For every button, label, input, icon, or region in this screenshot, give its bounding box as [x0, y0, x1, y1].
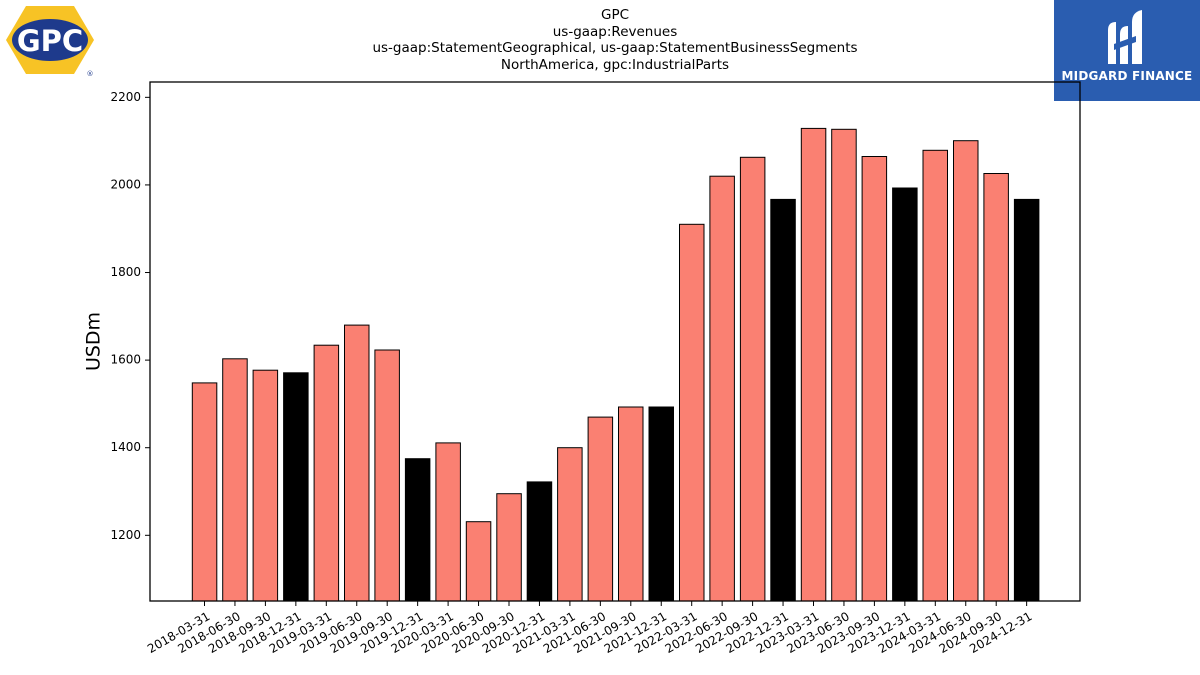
chart-subtitle-members: NorthAmerica, gpc:IndustrialParts: [500, 56, 730, 73]
chart-title: GPC: [600, 7, 630, 23]
x-axis: 2018-03-312018-06-302018-09-302018-12-31…: [145, 601, 1035, 656]
gpc-logo-registered: ®: [87, 70, 94, 78]
y-tick-label: 2200: [110, 90, 141, 104]
bar-2022-06-30: [709, 175, 735, 602]
bar-series: [191, 127, 1040, 602]
bar-2019-03-31: [313, 344, 340, 602]
bar-2019-12-31: [404, 458, 431, 602]
bar-2021-03-31: [557, 447, 583, 602]
bar-2018-03-31: [191, 382, 218, 602]
bar-2022-09-30: [739, 156, 766, 602]
bar-2020-12-31: [526, 481, 553, 602]
bar-2020-09-30: [496, 493, 522, 602]
bar-2024-09-30: [983, 173, 1009, 602]
midgard-mark-icon: [1108, 10, 1142, 64]
y-tick-label: 1400: [110, 440, 141, 454]
gpc-logo-oval: [12, 19, 88, 61]
bar-2018-09-30: [252, 369, 279, 602]
bar-2022-12-31: [770, 198, 796, 602]
chart-title-block: GPC us-gaap:Revenues us-gaap:StatementGe…: [150, 7, 1080, 73]
bar-2019-06-30: [344, 324, 370, 602]
bar-2021-06-30: [587, 416, 614, 602]
midgard-logo-text: MIDGARD FINANCE: [1061, 69, 1193, 83]
chart-subtitle-axes: us-gaap:StatementGeographical, us-gaap:S…: [372, 40, 858, 56]
bar-2020-06-30: [465, 521, 492, 602]
bar-2023-06-30: [831, 128, 857, 602]
bar-2024-12-31: [1013, 198, 1040, 602]
midgard-mark-slash: [1114, 36, 1136, 50]
gpc-logo-text: GPC: [17, 24, 83, 58]
bar-2023-03-31: [800, 127, 827, 602]
bar-2023-12-31: [892, 187, 918, 602]
bar-2019-09-30: [374, 349, 400, 602]
gpc-logo: GPC ®: [6, 6, 94, 78]
y-tick-label: 1600: [110, 353, 141, 367]
y-axis: 1200 1400 1600 1800 2000 2200: [110, 90, 150, 542]
bar-2024-03-31: [922, 149, 948, 602]
bar-2021-12-31: [648, 406, 674, 602]
plot-frame: [149, 81, 1081, 602]
bar-2018-12-31: [283, 372, 309, 602]
bar-2023-09-30: [861, 156, 888, 602]
y-tick-label: 1800: [110, 265, 141, 279]
y-axis-label: USDm: [83, 312, 105, 371]
midgard-mark-right-stroke: [1132, 10, 1142, 64]
midgard-mark-left-stroke: [1108, 22, 1116, 64]
bar-2024-06-30: [953, 140, 979, 602]
chart-subtitle-concept: us-gaap:Revenues: [552, 23, 678, 40]
midgard-finance-logo: MIDGARD FINANCE: [1054, 0, 1200, 101]
bar-2018-06-30: [222, 358, 248, 602]
bar-2021-09-30: [618, 406, 644, 602]
bar-2022-03-31: [679, 223, 705, 602]
y-tick-label: 1200: [110, 528, 141, 542]
bar-2020-03-31: [435, 442, 461, 602]
y-tick-label: 2000: [110, 177, 141, 191]
